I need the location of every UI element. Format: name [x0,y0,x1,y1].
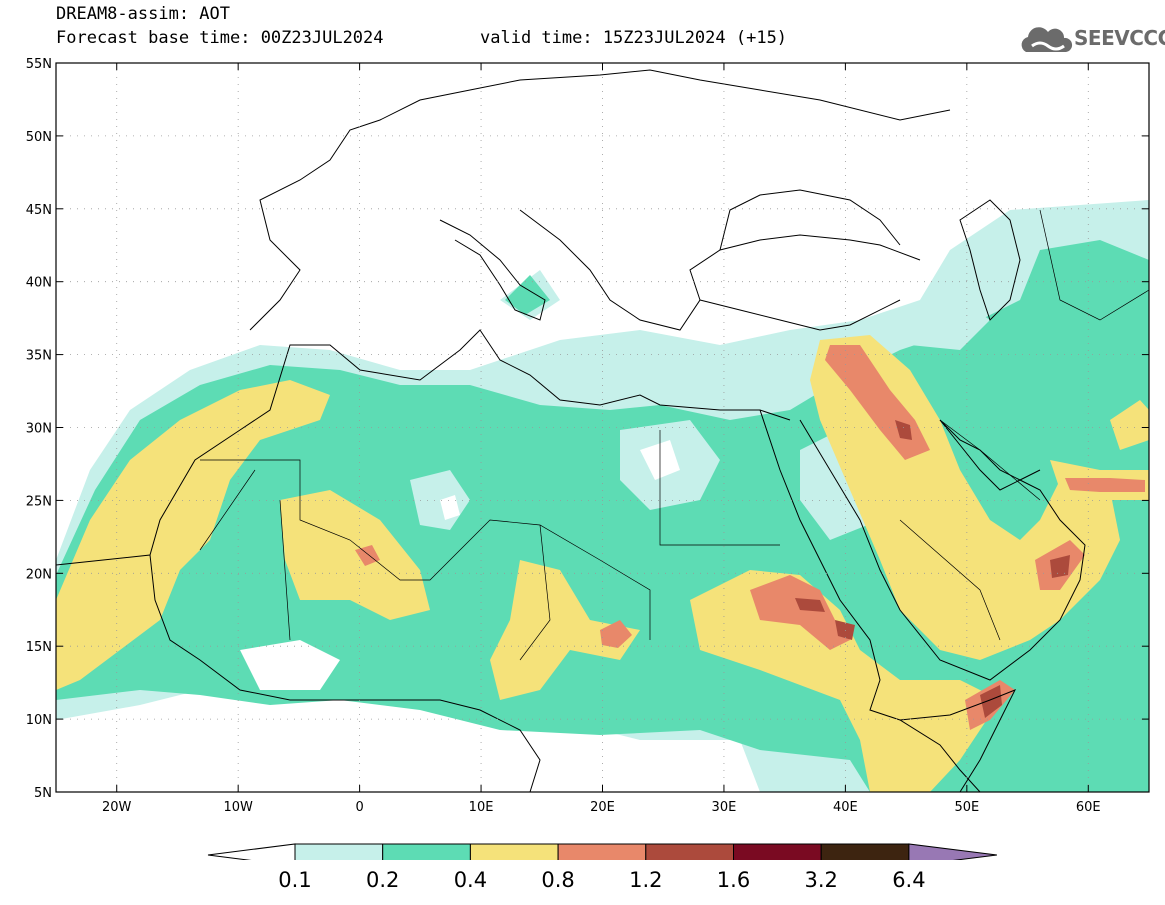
coastline-gulf [939,419,1041,491]
lat-tick-label: 5N [34,786,52,801]
coastlines [56,69,1149,792]
coastline-europe [249,69,951,331]
aot-map: 20W 10W 0 10E 20E 30E 40E 50E 60E 55N 50N 45N 40N 35N… [26,57,1150,860]
aot-level-0.4 [56,380,330,690]
aot-level-0.4 [1050,400,1149,500]
lon-tick-label: 30E [712,800,737,815]
colorbar-segment [733,843,822,860]
aot-field [56,200,1149,792]
coastline-balkans [519,209,921,331]
lat-tick-label: 30N [26,422,52,437]
lat-tick-label: 20N [26,567,52,582]
colorbar-segment [557,843,647,860]
coastline-turkey [699,299,901,331]
colorbar-arrow-low [207,843,296,860]
colorbar-label: 1.2 [629,868,663,892]
coastline-caspian [959,199,1021,321]
coastline-west-africa [149,554,541,792]
lat-tick-label: 25N [26,494,52,509]
lon-tick-label: 20E [590,800,615,815]
axis-ticks: 20W 10W 0 10E 20E 30E 40E 50E 60E 55N 50N 45N 40N 35N… [26,57,1149,815]
map-grid [56,62,1149,793]
colorbar-label: 0.2 [365,868,400,892]
aot-level-0.8 [750,575,850,650]
coastline-red-sea [759,409,981,792]
colorbar-segment [469,843,559,860]
colorbar-segment [382,843,471,860]
colorbar-label: 3.2 [804,868,838,892]
colorbar-segment [820,843,910,860]
colorbar-label: 6.4 [892,868,926,892]
colorbar [207,843,997,860]
lon-tick-label: 60E [1076,800,1101,815]
lat-tick-label: 55N [26,57,52,72]
lon-tick-label: 20W [102,800,132,815]
aot-level-0.4 [690,570,1000,792]
coastline-blacksea [719,189,901,251]
lat-tick-label: 10N [26,713,52,728]
lat-tick-label: 50N [26,130,52,145]
colorbar-segment [645,843,734,860]
base-time: Forecast base time: 00Z23JUL2024 [56,28,384,48]
coastline-africa-north [56,329,791,566]
coastline-horn [899,689,1017,792]
cloud-logo-icon [1021,27,1073,52]
lat-tick-label: 35N [26,349,52,364]
lat-tick-label: 40N [26,276,52,291]
border-lines [199,209,1149,661]
lon-tick-label: 10E [469,800,494,815]
coastline-italy [439,219,546,321]
colorbar-label: 0.8 [541,868,575,892]
lat-tick-label: 45N [26,203,52,218]
seevccc-logo: SEEVCCC [1018,22,1165,58]
colorbar-arrow-high [908,843,997,860]
lon-tick-label: 0 [355,800,363,815]
lon-tick-label: 10W [223,800,253,815]
colorbar-label: 0.1 [278,868,312,892]
colorbar-label: 0.4 [453,868,488,892]
logo-text: SEEVCCC [1074,26,1165,50]
aot-level-0.4 [280,490,430,620]
valid-time: valid time: 15Z23JUL2024 (+15) [480,28,788,48]
chart-title: DREAM8-assim: AOT [56,4,230,24]
lon-tick-label: 50E [954,800,979,815]
aot-hole-0.1 [410,300,990,540]
colorbar-label: 1.6 [716,868,751,892]
colorbar-segment [294,843,384,860]
lat-tick-label: 15N [26,640,52,655]
coastline-arabia [799,419,1086,681]
aot-hole-low [240,440,680,690]
aot-level-0.4 [490,560,640,700]
lon-tick-label: 40E [833,800,858,815]
